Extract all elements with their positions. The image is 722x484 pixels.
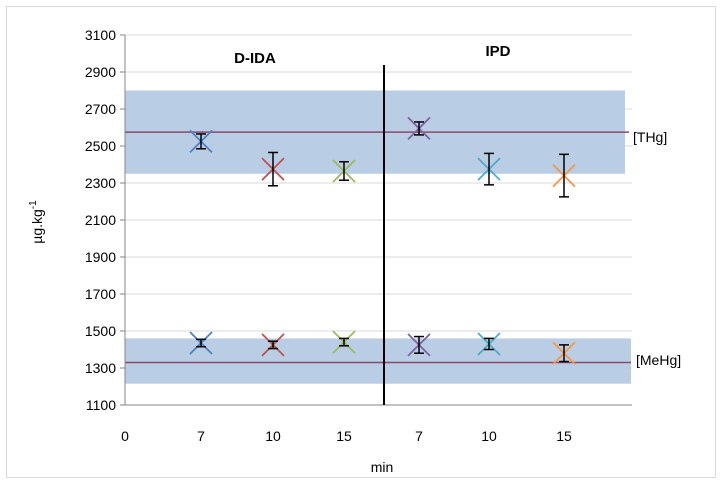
chart-frame: 3100 2900 2700 2500 2300 2100 1900 1700 1500 1300… xyxy=(6,6,716,478)
axes xyxy=(120,34,632,406)
y-tick-labels: 3100 2900 2700 2500 2300 2100 1900 1700 1500 1300… xyxy=(85,27,116,413)
x-tick-label: 0 xyxy=(121,428,129,444)
x-axis-title: min xyxy=(371,459,394,475)
chart-svg: 3100 2900 2700 2500 2300 2100 1900 1700 1500 1300… xyxy=(28,27,681,475)
group-label-ipd: IPD xyxy=(485,43,510,60)
reference-bands xyxy=(125,90,631,384)
y-axis-title: µg.kg-1 xyxy=(28,200,45,244)
data-point-thg xyxy=(477,152,501,186)
data-point-thg xyxy=(261,151,285,187)
data-point-mehg xyxy=(332,330,356,354)
data-point-mehg xyxy=(407,333,431,357)
data-point-mehg xyxy=(552,341,576,365)
x-tick-labels: 0 7 10 15 7 10 15 xyxy=(121,428,572,444)
y-axis-title-main: µg.kg xyxy=(29,209,45,244)
y-tick-label: 1300 xyxy=(85,360,116,376)
y-tick-label: 2900 xyxy=(85,64,116,80)
data-point-mehg xyxy=(477,332,501,356)
gridlines xyxy=(125,34,632,369)
y-tick-label: 2500 xyxy=(85,138,116,154)
x-tick-label: 10 xyxy=(481,428,497,444)
band-label-thg: [THg] xyxy=(633,129,667,145)
x-tick-label: 15 xyxy=(336,428,352,444)
data-point-thg xyxy=(189,129,213,154)
x-tick-label: 15 xyxy=(556,428,572,444)
y-tick-label: 1700 xyxy=(85,286,116,302)
y-tick-label: 2100 xyxy=(85,212,116,228)
data-points xyxy=(189,116,576,365)
band-mehg xyxy=(125,338,631,384)
data-point-thg xyxy=(407,116,431,141)
data-point-mehg xyxy=(189,331,213,355)
y-tick-label: 2300 xyxy=(85,175,116,191)
data-point-thg xyxy=(552,153,576,198)
data-point-mehg xyxy=(261,333,285,357)
y-tick-label: 3100 xyxy=(85,27,116,43)
band-label-mehg: [MeHg] xyxy=(636,352,681,368)
x-tick-label: 7 xyxy=(197,428,205,444)
y-tick-label: 1100 xyxy=(86,397,116,413)
y-tick-label: 1500 xyxy=(85,323,116,339)
group-label-d-ida: D-IDA xyxy=(234,50,276,67)
x-tick-label: 10 xyxy=(265,428,281,444)
y-tick-label: 1900 xyxy=(85,249,116,265)
x-tick-label: 7 xyxy=(415,428,423,444)
data-point-thg xyxy=(332,159,356,183)
y-axis-title-superscript: -1 xyxy=(28,200,39,209)
y-tick-label: 2700 xyxy=(85,101,116,117)
